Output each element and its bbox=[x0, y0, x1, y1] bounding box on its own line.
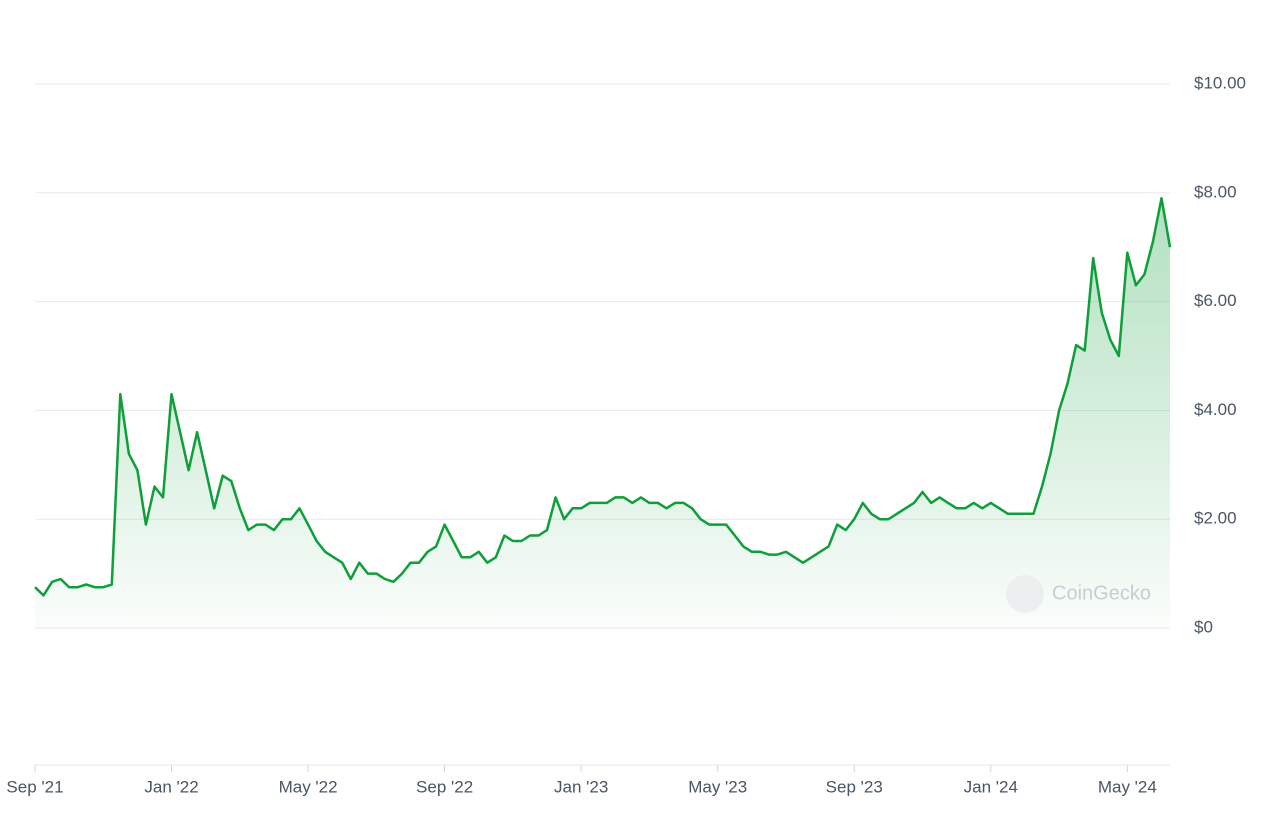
x-tick-label: May '24 bbox=[1098, 777, 1157, 796]
price-line bbox=[34, 196, 1172, 597]
x-tick-label: May '23 bbox=[688, 777, 747, 796]
y-tick-label: $10.00 bbox=[1194, 73, 1246, 92]
watermark: CoinGecko bbox=[1052, 582, 1151, 604]
x-tick-label: Jan '24 bbox=[964, 777, 1018, 796]
x-tick-label: May '22 bbox=[279, 777, 338, 796]
watermark-logo bbox=[1006, 575, 1044, 613]
x-tick-label: Sep '22 bbox=[416, 777, 473, 796]
x-tick-label: Sep '21 bbox=[6, 777, 63, 796]
y-tick-label: $0 bbox=[1194, 617, 1213, 636]
x-tick-label: Jan '22 bbox=[144, 777, 198, 796]
y-tick-label: $8.00 bbox=[1194, 182, 1237, 201]
x-tick-label: Sep '23 bbox=[826, 777, 883, 796]
x-tick-label: Jan '23 bbox=[554, 777, 608, 796]
y-tick-label: $4.00 bbox=[1194, 400, 1237, 419]
area bbox=[35, 198, 1170, 628]
y-tick-label: $6.00 bbox=[1194, 291, 1237, 310]
y-tick-label: $2.00 bbox=[1194, 509, 1237, 528]
